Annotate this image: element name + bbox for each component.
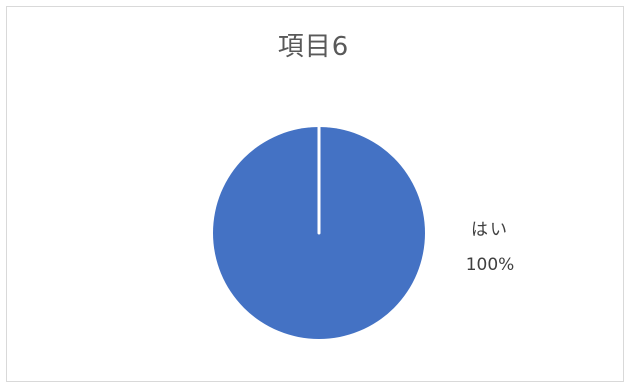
- pie-slices: [213, 125, 425, 339]
- chart-title: 項目6: [277, 32, 350, 62]
- data-label-category: はい: [471, 220, 509, 240]
- data-label-percent: 100%: [465, 255, 515, 275]
